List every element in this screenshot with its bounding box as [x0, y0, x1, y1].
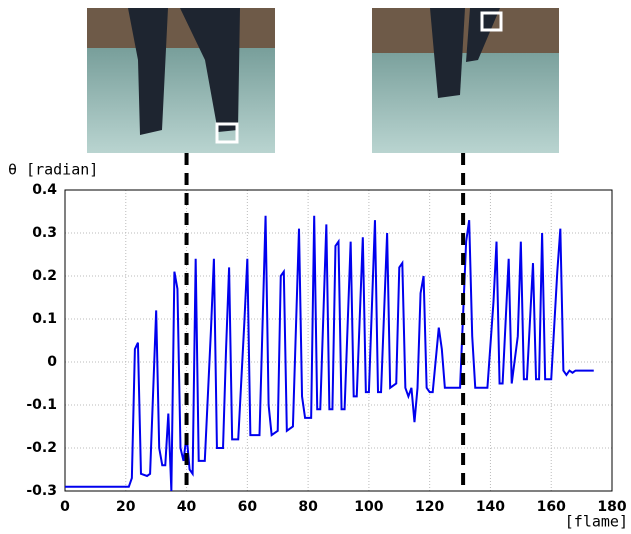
x-tick-label: 180: [597, 499, 626, 515]
x-tick-label: 100: [354, 499, 383, 515]
x-tick-label: 0: [60, 499, 70, 515]
y-tick-label: -0.3: [26, 483, 57, 499]
y-tick-label: 0: [47, 354, 57, 370]
y-tick-label: 0.3: [32, 225, 57, 241]
x-axis-label: [flame]: [565, 513, 628, 531]
x-tick-label: 140: [476, 499, 505, 515]
y-axis-label: θ [radian]: [8, 161, 98, 179]
photo-right: [372, 8, 559, 153]
photo-left: [87, 8, 275, 153]
x-tick-label: 160: [537, 499, 566, 515]
y-tick-label: -0.1: [26, 397, 57, 413]
y-tick-label: -0.2: [26, 440, 57, 456]
y-tick-label: 0.1: [32, 311, 57, 327]
y-tick-label: 0.2: [32, 268, 57, 284]
plot-frame: [64, 189, 613, 492]
x-tick-label: 20: [116, 499, 136, 515]
x-tick-label: 80: [298, 499, 318, 515]
y-tick-label: 0.4: [32, 182, 57, 198]
plot-area: [65, 190, 612, 491]
x-tick-label: 120: [415, 499, 444, 515]
x-tick-label: 40: [177, 499, 197, 515]
x-tick-label: 60: [238, 499, 258, 515]
